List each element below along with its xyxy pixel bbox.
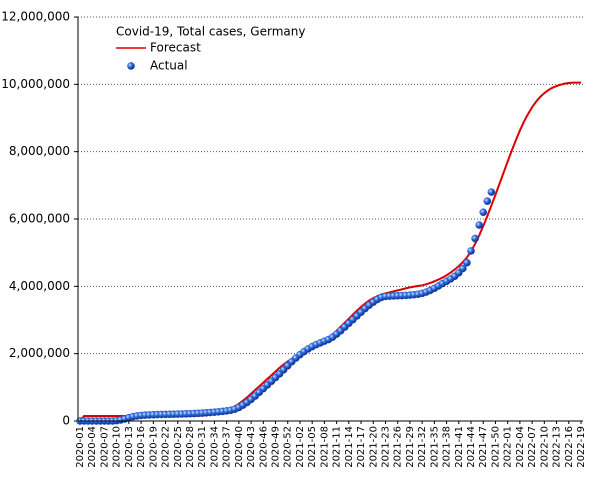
x-tick-label: 2022-04 (515, 426, 526, 468)
x-tick-label: 2020-22 (161, 426, 172, 468)
plot (76, 81, 581, 425)
x-tick-label: 2020-10 (112, 426, 123, 468)
x-tick-label: 2022-07 (527, 426, 538, 468)
x-tick-label: 2021-47 (478, 426, 489, 468)
data-point (467, 247, 475, 255)
y-tick-label: 0 (62, 414, 70, 428)
x-tick-label: 2021-32 (417, 426, 428, 468)
x-tick-label: 2020-52 (283, 426, 294, 468)
x-tick-label: 2021-11 (332, 426, 343, 468)
x-tick-label: 2022-01 (503, 426, 514, 468)
x-tick-label: 2020-04 (87, 426, 98, 468)
data-point (487, 188, 496, 196)
y-tick-label: 12,000,000 (1, 10, 70, 24)
y-tick-label: 8,000,000 (9, 144, 70, 158)
x-tick-label: 2020-31 (197, 426, 208, 468)
x-tick-label: 2020-34 (209, 426, 220, 468)
x-tick-label: 2021-35 (429, 426, 440, 468)
x-tick-label: 2021-44 (466, 426, 477, 468)
y-tick-label: 2,000,000 (9, 346, 70, 360)
x-tick-label: 2020-07 (99, 426, 110, 468)
x-tick-label: 2020-49 (271, 426, 282, 468)
x-tick-label: 2021-05 (307, 426, 318, 468)
data-point (475, 221, 483, 229)
x-tick-label: 2021-17 (356, 426, 367, 468)
data-point (471, 234, 479, 243)
x-tick-label: 2020-13 (124, 426, 135, 468)
x-tick-label: 2022-13 (552, 426, 563, 468)
x-tick-label: 2021-23 (380, 426, 391, 468)
legend-label: Forecast (150, 41, 201, 55)
y-tick-label: 4,000,000 (9, 279, 70, 293)
legend: Forecast Actual (116, 41, 201, 73)
x-tick-label: 2021-38 (442, 426, 453, 468)
y-tick-label: 6,000,000 (9, 212, 70, 226)
legend-label: Actual (150, 59, 188, 73)
x-tick-label: 2020-28 (185, 426, 196, 468)
y-tick-label: 10,000,000 (1, 77, 70, 91)
series-line (79, 81, 581, 422)
data-point (483, 197, 492, 205)
x-tick-label: 2020-37 (222, 426, 233, 468)
x-tick-label: 2021-20 (368, 426, 379, 468)
x-tick-label: 2020-16 (136, 426, 147, 468)
grid (74, 16, 583, 424)
chart-title: Covid-19, Total cases, Germany (116, 25, 305, 39)
x-tick-label: 2020-46 (258, 426, 269, 468)
x-tick-label: 2021-08 (319, 426, 330, 468)
x-tick-label: 2020-25 (173, 426, 184, 468)
x-tick-label: 2022-19 (576, 426, 587, 468)
legend-marker (127, 62, 135, 70)
x-tick-label: 2021-50 (490, 426, 501, 468)
x-tick-label: 2020-19 (148, 426, 159, 468)
x-tick-label: 2021-02 (295, 426, 306, 468)
data-point (463, 258, 471, 267)
x-tick-label: 2021-14 (344, 426, 355, 468)
x-tick-label: 2021-29 (405, 426, 416, 468)
data-point (479, 208, 488, 217)
x-tick-label: 2020-01 (75, 426, 86, 468)
x-tick-label: 2022-10 (539, 426, 550, 468)
data-point (459, 264, 467, 273)
x-tick-label: 2021-41 (454, 426, 465, 468)
x-tick-label: 2020-40 (234, 426, 245, 468)
x-tick-label: 2022-16 (564, 426, 575, 468)
x-tick-label: 2020-43 (246, 426, 257, 468)
x-tick-label: 2021-26 (393, 426, 404, 468)
